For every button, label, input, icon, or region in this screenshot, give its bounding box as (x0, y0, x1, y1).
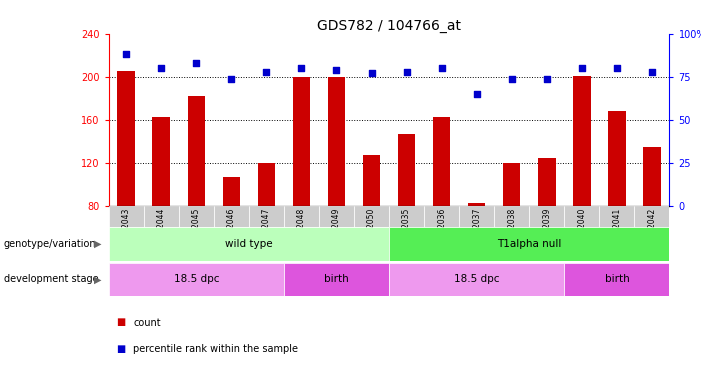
Bar (433, 117, 450, 206)
Point (156, 65, 167, 71)
Text: GSM22037: GSM22037 (472, 207, 481, 249)
Bar (223, 177, 240, 206)
Point (506, 76, 517, 82)
Bar (214, 206, 249, 227)
Bar (389, 227, 669, 261)
Bar (179, 206, 214, 227)
Text: wild type: wild type (225, 239, 273, 249)
Text: GSM22039: GSM22039 (543, 207, 551, 249)
Bar (249, 206, 284, 227)
Point (436, 65, 447, 71)
Text: GSM22048: GSM22048 (297, 207, 306, 249)
Bar (293, 77, 310, 206)
Bar (608, 111, 625, 206)
Bar (363, 154, 380, 206)
Text: ▶: ▶ (94, 274, 102, 284)
Text: GSM22042: GSM22042 (648, 207, 656, 249)
Text: percentile rank within the sample: percentile rank within the sample (133, 344, 298, 354)
Bar (503, 163, 520, 206)
Bar (187, 96, 205, 206)
Text: GSM22040: GSM22040 (578, 207, 586, 249)
Point (611, 65, 622, 71)
Bar (564, 206, 599, 227)
Bar (354, 206, 389, 227)
Text: 18.5 dpc: 18.5 dpc (174, 274, 219, 284)
Text: GSM22035: GSM22035 (402, 207, 411, 249)
Point (121, 51, 132, 57)
Text: GSM22046: GSM22046 (227, 207, 236, 249)
Bar (644, 147, 660, 206)
Bar (109, 206, 144, 227)
Text: T1alpha null: T1alpha null (497, 239, 562, 249)
Bar (468, 203, 485, 206)
Bar (538, 158, 555, 206)
Text: GSM22050: GSM22050 (367, 207, 376, 249)
Text: GSM22045: GSM22045 (192, 207, 200, 249)
Bar (118, 72, 135, 206)
Bar (258, 163, 275, 206)
Point (471, 91, 482, 97)
Text: count: count (133, 318, 161, 327)
Point (331, 67, 342, 73)
Text: GSM22038: GSM22038 (508, 207, 516, 249)
Text: genotype/variation: genotype/variation (4, 239, 96, 249)
Text: ■: ■ (116, 318, 125, 327)
Bar (109, 227, 389, 261)
Text: birth: birth (604, 274, 629, 284)
Point (646, 69, 658, 75)
Point (296, 65, 307, 71)
Bar (494, 206, 529, 227)
Text: birth: birth (324, 274, 349, 284)
Text: 18.5 dpc: 18.5 dpc (454, 274, 499, 284)
Bar (634, 206, 669, 227)
Bar (153, 117, 170, 206)
Bar (599, 206, 634, 227)
Text: GSM22036: GSM22036 (437, 207, 446, 249)
Text: GSM22043: GSM22043 (122, 207, 130, 249)
Bar (424, 206, 459, 227)
Point (541, 76, 552, 82)
Bar (319, 206, 354, 227)
Bar (529, 206, 564, 227)
Point (576, 65, 587, 71)
Bar (109, 262, 284, 296)
Bar (459, 206, 494, 227)
Text: development stage: development stage (4, 274, 98, 284)
Point (226, 76, 237, 82)
Bar (327, 77, 345, 206)
Bar (144, 206, 179, 227)
Point (191, 60, 202, 66)
Bar (398, 134, 415, 206)
Point (401, 69, 412, 75)
Bar (284, 206, 319, 227)
Text: GSM22047: GSM22047 (262, 207, 271, 249)
Text: GSM22041: GSM22041 (613, 207, 621, 249)
Bar (573, 76, 590, 206)
Point (366, 70, 377, 76)
Text: ▶: ▶ (94, 239, 102, 249)
Bar (284, 262, 389, 296)
Title: GDS782 / 104766_at: GDS782 / 104766_at (317, 19, 461, 33)
Bar (389, 206, 424, 227)
Text: GSM22049: GSM22049 (332, 207, 341, 249)
Text: GSM22044: GSM22044 (157, 207, 165, 249)
Point (261, 69, 272, 75)
Text: ■: ■ (116, 344, 125, 354)
Bar (389, 262, 564, 296)
Bar (564, 262, 669, 296)
